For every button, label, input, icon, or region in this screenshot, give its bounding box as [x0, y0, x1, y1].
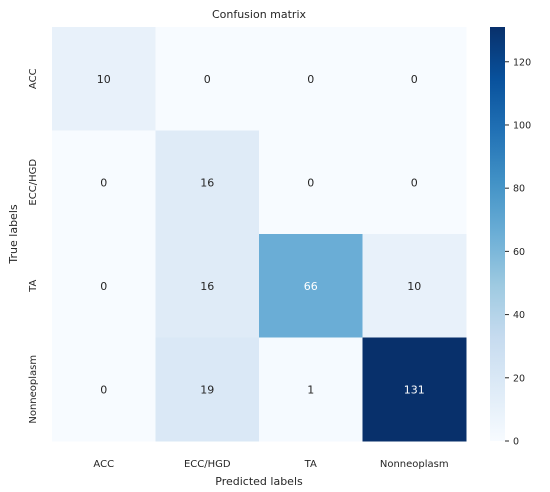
heatmap-cell-1-2: [259, 130, 363, 235]
heatmap-cell-3-2: [259, 337, 363, 442]
colorbar-tick-label-6: 120: [513, 57, 531, 68]
heatmap-cell-1-3: [362, 130, 467, 235]
x-tick-label-1: ECC/HGD: [184, 459, 231, 470]
y-tick-label-1: ECC/HGD: [28, 159, 39, 206]
chart-title: Confusion matrix: [212, 8, 307, 21]
heatmap-cell-2-1: [155, 234, 260, 338]
colorbar-tick-label-3: 60: [513, 247, 525, 258]
colorbar-tick-label-2: 40: [513, 310, 525, 321]
y-axis-label: True labels: [7, 204, 20, 264]
heatmap-cell-3-3: [362, 337, 467, 442]
cell-value-2-0: 0: [100, 280, 107, 293]
cell-value-1-0: 0: [100, 176, 107, 189]
cell-value-0-0: 10: [97, 73, 111, 86]
cell-value-3-2: 1: [307, 383, 314, 396]
colorbar-tick-label-0: 0: [513, 437, 519, 448]
heatmap-cell-3-0: [52, 337, 156, 442]
x-tick-label-3: Nonneoplasm: [380, 459, 449, 470]
heatmap-cell-2-3: [362, 234, 467, 338]
heatmap-cell-0-3: [362, 27, 467, 131]
cell-value-1-1: 16: [200, 176, 214, 189]
y-tick-label-0: ACC: [28, 68, 39, 89]
cell-value-3-3: 131: [404, 383, 425, 396]
colorbar: [490, 27, 505, 441]
cell-value-1-3: 0: [411, 176, 418, 189]
heatmap-cell-0-2: [259, 27, 363, 131]
heatmap-cell-2-2: [259, 234, 363, 338]
cell-value-0-2: 0: [307, 73, 314, 86]
colorbar-tick-label-1: 20: [513, 373, 525, 384]
cell-value-1-2: 0: [307, 176, 314, 189]
cell-value-0-3: 0: [411, 73, 418, 86]
colorbar-tick-label-4: 80: [513, 184, 525, 195]
x-axis-ticks: ACC ECC/HGD TA Nonneoplasm: [93, 459, 448, 470]
heatmap-cell-1-1: [155, 130, 260, 235]
x-tick-label-2: TA: [304, 459, 317, 470]
y-axis-ticks: ACC ECC/HGD TA Nonneoplasm: [28, 68, 39, 423]
cell-value-2-2: 66: [304, 280, 318, 293]
heatmap-cell-3-1: [155, 337, 260, 442]
heatmap-cell-1-0: [52, 130, 156, 235]
colorbar-ticks: 0 20 40 60 80 100 120: [505, 57, 531, 448]
x-tick-label-0: ACC: [93, 459, 114, 470]
x-axis-label: Predicted labels: [215, 475, 303, 488]
y-tick-label-3: Nonneoplasm: [28, 355, 39, 424]
cell-value-0-1: 0: [204, 73, 211, 86]
cell-value-3-0: 0: [100, 383, 107, 396]
cell-value-3-1: 19: [200, 383, 214, 396]
heatmap-cells: [52, 27, 467, 442]
heatmap-cell-2-0: [52, 234, 156, 338]
heatmap-cell-labels: 10 0 0 0 0 16 0 0 0 16 66 10 0 19 1 131: [97, 73, 425, 397]
cell-value-2-1: 16: [200, 280, 214, 293]
heatmap-cell-0-1: [155, 27, 260, 131]
colorbar-tick-label-5: 100: [513, 120, 531, 131]
heatmap-cell-0-0: [52, 27, 156, 131]
y-tick-label-2: TA: [28, 280, 39, 293]
cell-value-2-3: 10: [407, 280, 421, 293]
